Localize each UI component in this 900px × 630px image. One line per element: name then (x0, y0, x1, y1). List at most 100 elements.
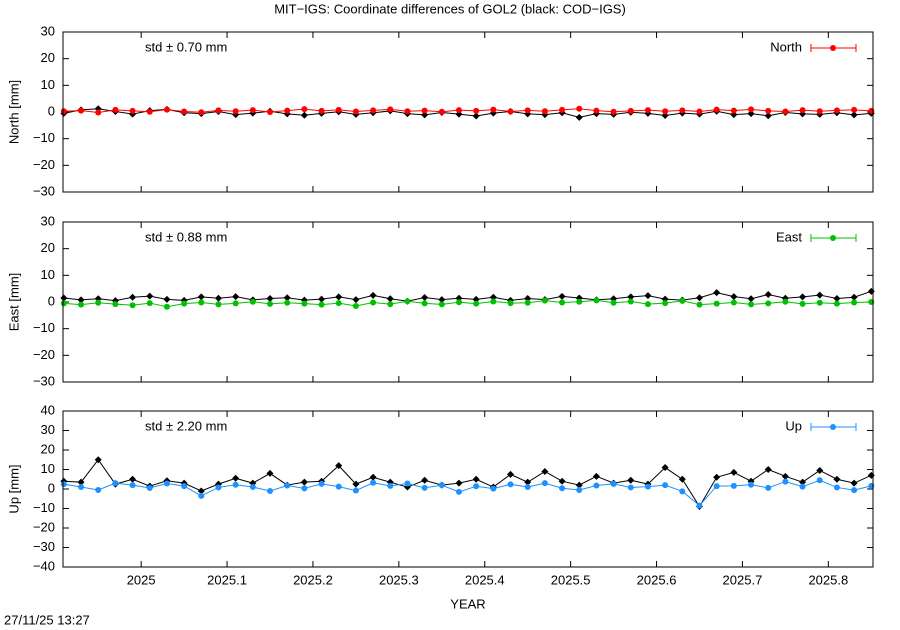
data-point (730, 299, 737, 306)
data-point (146, 108, 153, 115)
data-point (799, 483, 806, 490)
data-point (610, 108, 617, 115)
data-point (524, 478, 532, 486)
data-point (765, 300, 772, 307)
data-point (507, 300, 514, 307)
data-point (627, 476, 635, 484)
y-tick-label: 30 (41, 422, 55, 437)
y-tick-label: 10 (41, 267, 55, 282)
data-point (438, 296, 446, 304)
data-point (764, 291, 772, 299)
data-point (78, 484, 85, 491)
data-point (386, 295, 394, 303)
data-point (352, 480, 360, 488)
data-point (593, 482, 600, 489)
data-point (559, 106, 566, 113)
annotation: std ± 0.88 mm (145, 229, 227, 244)
data-point (300, 478, 308, 486)
data-point (78, 301, 85, 308)
data-point (593, 297, 600, 304)
data-point (421, 476, 429, 484)
data-point (799, 478, 807, 486)
data-point (764, 112, 772, 120)
data-point (60, 294, 68, 302)
data-point (713, 483, 720, 490)
y-tick-label: −10 (33, 320, 55, 335)
timestamp: 27/11/25 13:27 (4, 612, 90, 627)
plot-frame (62, 410, 874, 568)
chart-title: MIT−IGS: Coordinate differences of GOL2 … (274, 1, 626, 16)
data-point (163, 295, 171, 303)
data-point (850, 111, 858, 119)
data-point (661, 464, 669, 472)
data-point (558, 477, 566, 485)
data-point (765, 107, 772, 114)
data-point (610, 480, 617, 487)
data-point (370, 107, 377, 114)
data-point (421, 293, 429, 301)
data-point (695, 294, 703, 302)
data-point (455, 107, 462, 114)
data-point (215, 484, 222, 491)
data-point (95, 299, 102, 306)
data-point (490, 485, 497, 492)
y-tick-label: 20 (41, 50, 55, 65)
data-point (851, 487, 858, 494)
data-point (679, 488, 686, 495)
data-point (318, 301, 325, 308)
data-point (747, 110, 755, 118)
data-point (129, 482, 136, 489)
x-tick-label: 2025.3 (379, 572, 419, 587)
data-point (541, 108, 548, 115)
data-point (678, 475, 686, 483)
data-point (198, 492, 205, 499)
data-point (387, 482, 394, 489)
data-point (404, 298, 411, 305)
y-tick-label: −30 (33, 183, 55, 198)
data-point (78, 107, 85, 114)
data-point (559, 485, 566, 492)
data-point (748, 481, 755, 488)
data-point (833, 107, 840, 114)
data-point (232, 300, 239, 307)
data-point (163, 480, 170, 487)
data-point (232, 481, 239, 488)
data-point (404, 480, 411, 487)
data-point (576, 298, 583, 305)
y-tick-label: −10 (33, 130, 55, 145)
data-point (455, 488, 462, 495)
y-tick-label: −20 (33, 157, 55, 172)
data-point (730, 468, 738, 476)
data-point (232, 474, 240, 482)
data-point (197, 293, 205, 301)
data-point (644, 483, 651, 490)
data-point (455, 299, 462, 306)
data-point (284, 482, 291, 489)
data-point (94, 456, 102, 464)
data-point (112, 480, 119, 487)
data-point (335, 106, 342, 113)
data-point (455, 479, 463, 487)
data-point (662, 108, 669, 115)
data-point (851, 106, 858, 113)
data-point (524, 107, 531, 114)
data-point (473, 300, 480, 307)
x-tick-label: 2025.2 (293, 572, 333, 587)
data-point (679, 107, 686, 114)
data-point (816, 477, 823, 484)
x-tick-label: 2025.4 (465, 572, 505, 587)
data-point (782, 108, 789, 115)
data-point (541, 480, 548, 487)
y-tick-label: 0 (48, 480, 55, 495)
data-point (129, 475, 137, 483)
data-point (524, 299, 531, 306)
data-point (267, 487, 274, 494)
y-tick-label: 30 (41, 213, 55, 228)
data-point (490, 298, 497, 305)
data-point (713, 300, 720, 307)
data-point (696, 301, 703, 308)
data-point (198, 109, 205, 116)
y-tick-label: −20 (33, 347, 55, 362)
data-point (181, 483, 188, 490)
